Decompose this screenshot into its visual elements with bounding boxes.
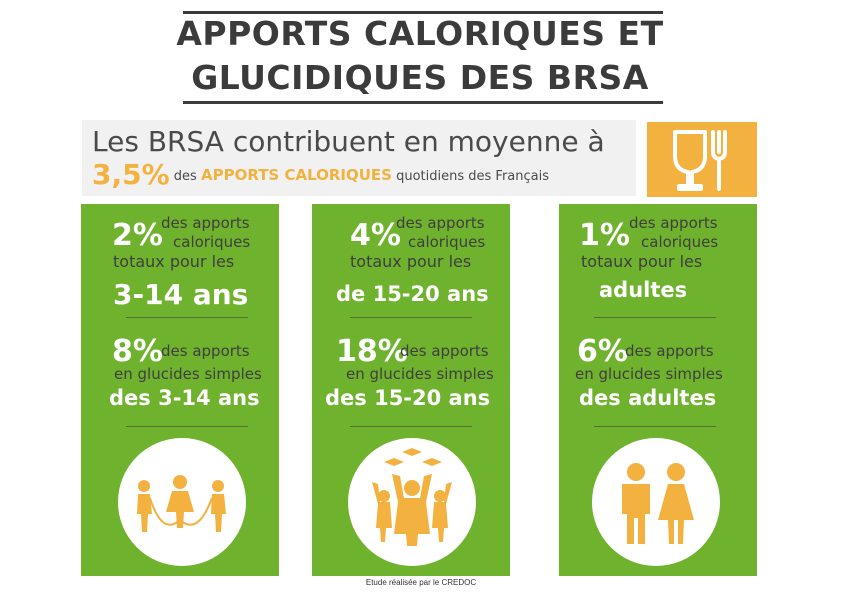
divider xyxy=(350,317,472,318)
cal-text-c: totaux pour les xyxy=(581,252,703,271)
glu-text-a: des apports xyxy=(625,342,714,360)
title-top-rule xyxy=(183,11,663,14)
intro-value: 3,5% xyxy=(92,158,170,191)
divider xyxy=(126,426,248,427)
cal-text-c: totaux pour les xyxy=(113,252,235,271)
cal-pct: 2% xyxy=(112,218,163,253)
column-15-20: 4% des apports caloriques totaux pour le… xyxy=(312,204,510,576)
intro-text: Les BRSA contribuent en moyenne à xyxy=(92,125,605,158)
footer-credit: Etude réalisée par le CREDOC xyxy=(365,578,477,587)
cal-group: 3-14 ans xyxy=(113,278,249,311)
intro-highlight: APPORTS CALORIQUES xyxy=(200,166,392,184)
cal-text-b: caloriques xyxy=(173,233,251,251)
glu-text-b: en glucides simples xyxy=(575,365,723,383)
divider xyxy=(350,426,472,427)
cal-pct: 1% xyxy=(579,218,630,253)
cal-text-b: caloriques xyxy=(408,233,486,251)
cal-group: de 15-20 ans xyxy=(336,282,489,306)
glu-text-a: des apports xyxy=(161,342,250,360)
glu-text-b: en glucides simples xyxy=(114,365,262,383)
cal-block: 2% des apports caloriques totaux pour le… xyxy=(81,214,279,311)
glass-fork-icon xyxy=(647,122,757,197)
title-bottom-rule xyxy=(183,101,663,104)
cal-text-b: caloriques xyxy=(641,233,719,251)
cal-pct: 4% xyxy=(350,218,401,253)
children-jump-rope-icon xyxy=(118,438,246,566)
intro-pre-highlight: des xyxy=(173,169,197,184)
column-3-14: 2% des apports caloriques totaux pour le… xyxy=(81,204,279,576)
intro-stat: 3,5% des APPORTS CALORIQUES quotidiens d… xyxy=(92,158,549,191)
glu-pct: 6% xyxy=(577,334,628,369)
cal-text-a: des apports xyxy=(396,214,485,232)
divider xyxy=(594,317,716,318)
intro-post-highlight: quotidiens des Français xyxy=(396,169,550,184)
cal-text-a: des apports xyxy=(629,214,718,232)
divider xyxy=(594,426,716,427)
divider xyxy=(126,317,248,318)
glu-group: des adultes xyxy=(579,386,717,410)
page-title-line2: GLUCIDIQUES DES BRSA xyxy=(191,58,649,97)
glu-group: des 3-14 ans xyxy=(109,386,260,410)
glu-group: des 15-20 ans xyxy=(325,386,491,410)
glu-text-a: des apports xyxy=(400,342,489,360)
teenagers-graduation-icon xyxy=(348,438,476,566)
glu-text-b: en glucides simples xyxy=(346,365,494,383)
adults-man-woman-icon xyxy=(592,438,720,566)
column-adults: 1% des apports caloriques totaux pour le… xyxy=(559,204,757,576)
glu-pct: 8% xyxy=(112,334,163,369)
cal-group: adultes xyxy=(599,278,688,302)
intro-banner xyxy=(82,120,636,196)
cal-text-a: des apports xyxy=(161,214,250,232)
page-title-line1: APPORTS CALORIQUES ET xyxy=(176,14,664,53)
glu-pct: 18% xyxy=(336,334,408,369)
cal-text-c: totaux pour les xyxy=(350,252,472,271)
